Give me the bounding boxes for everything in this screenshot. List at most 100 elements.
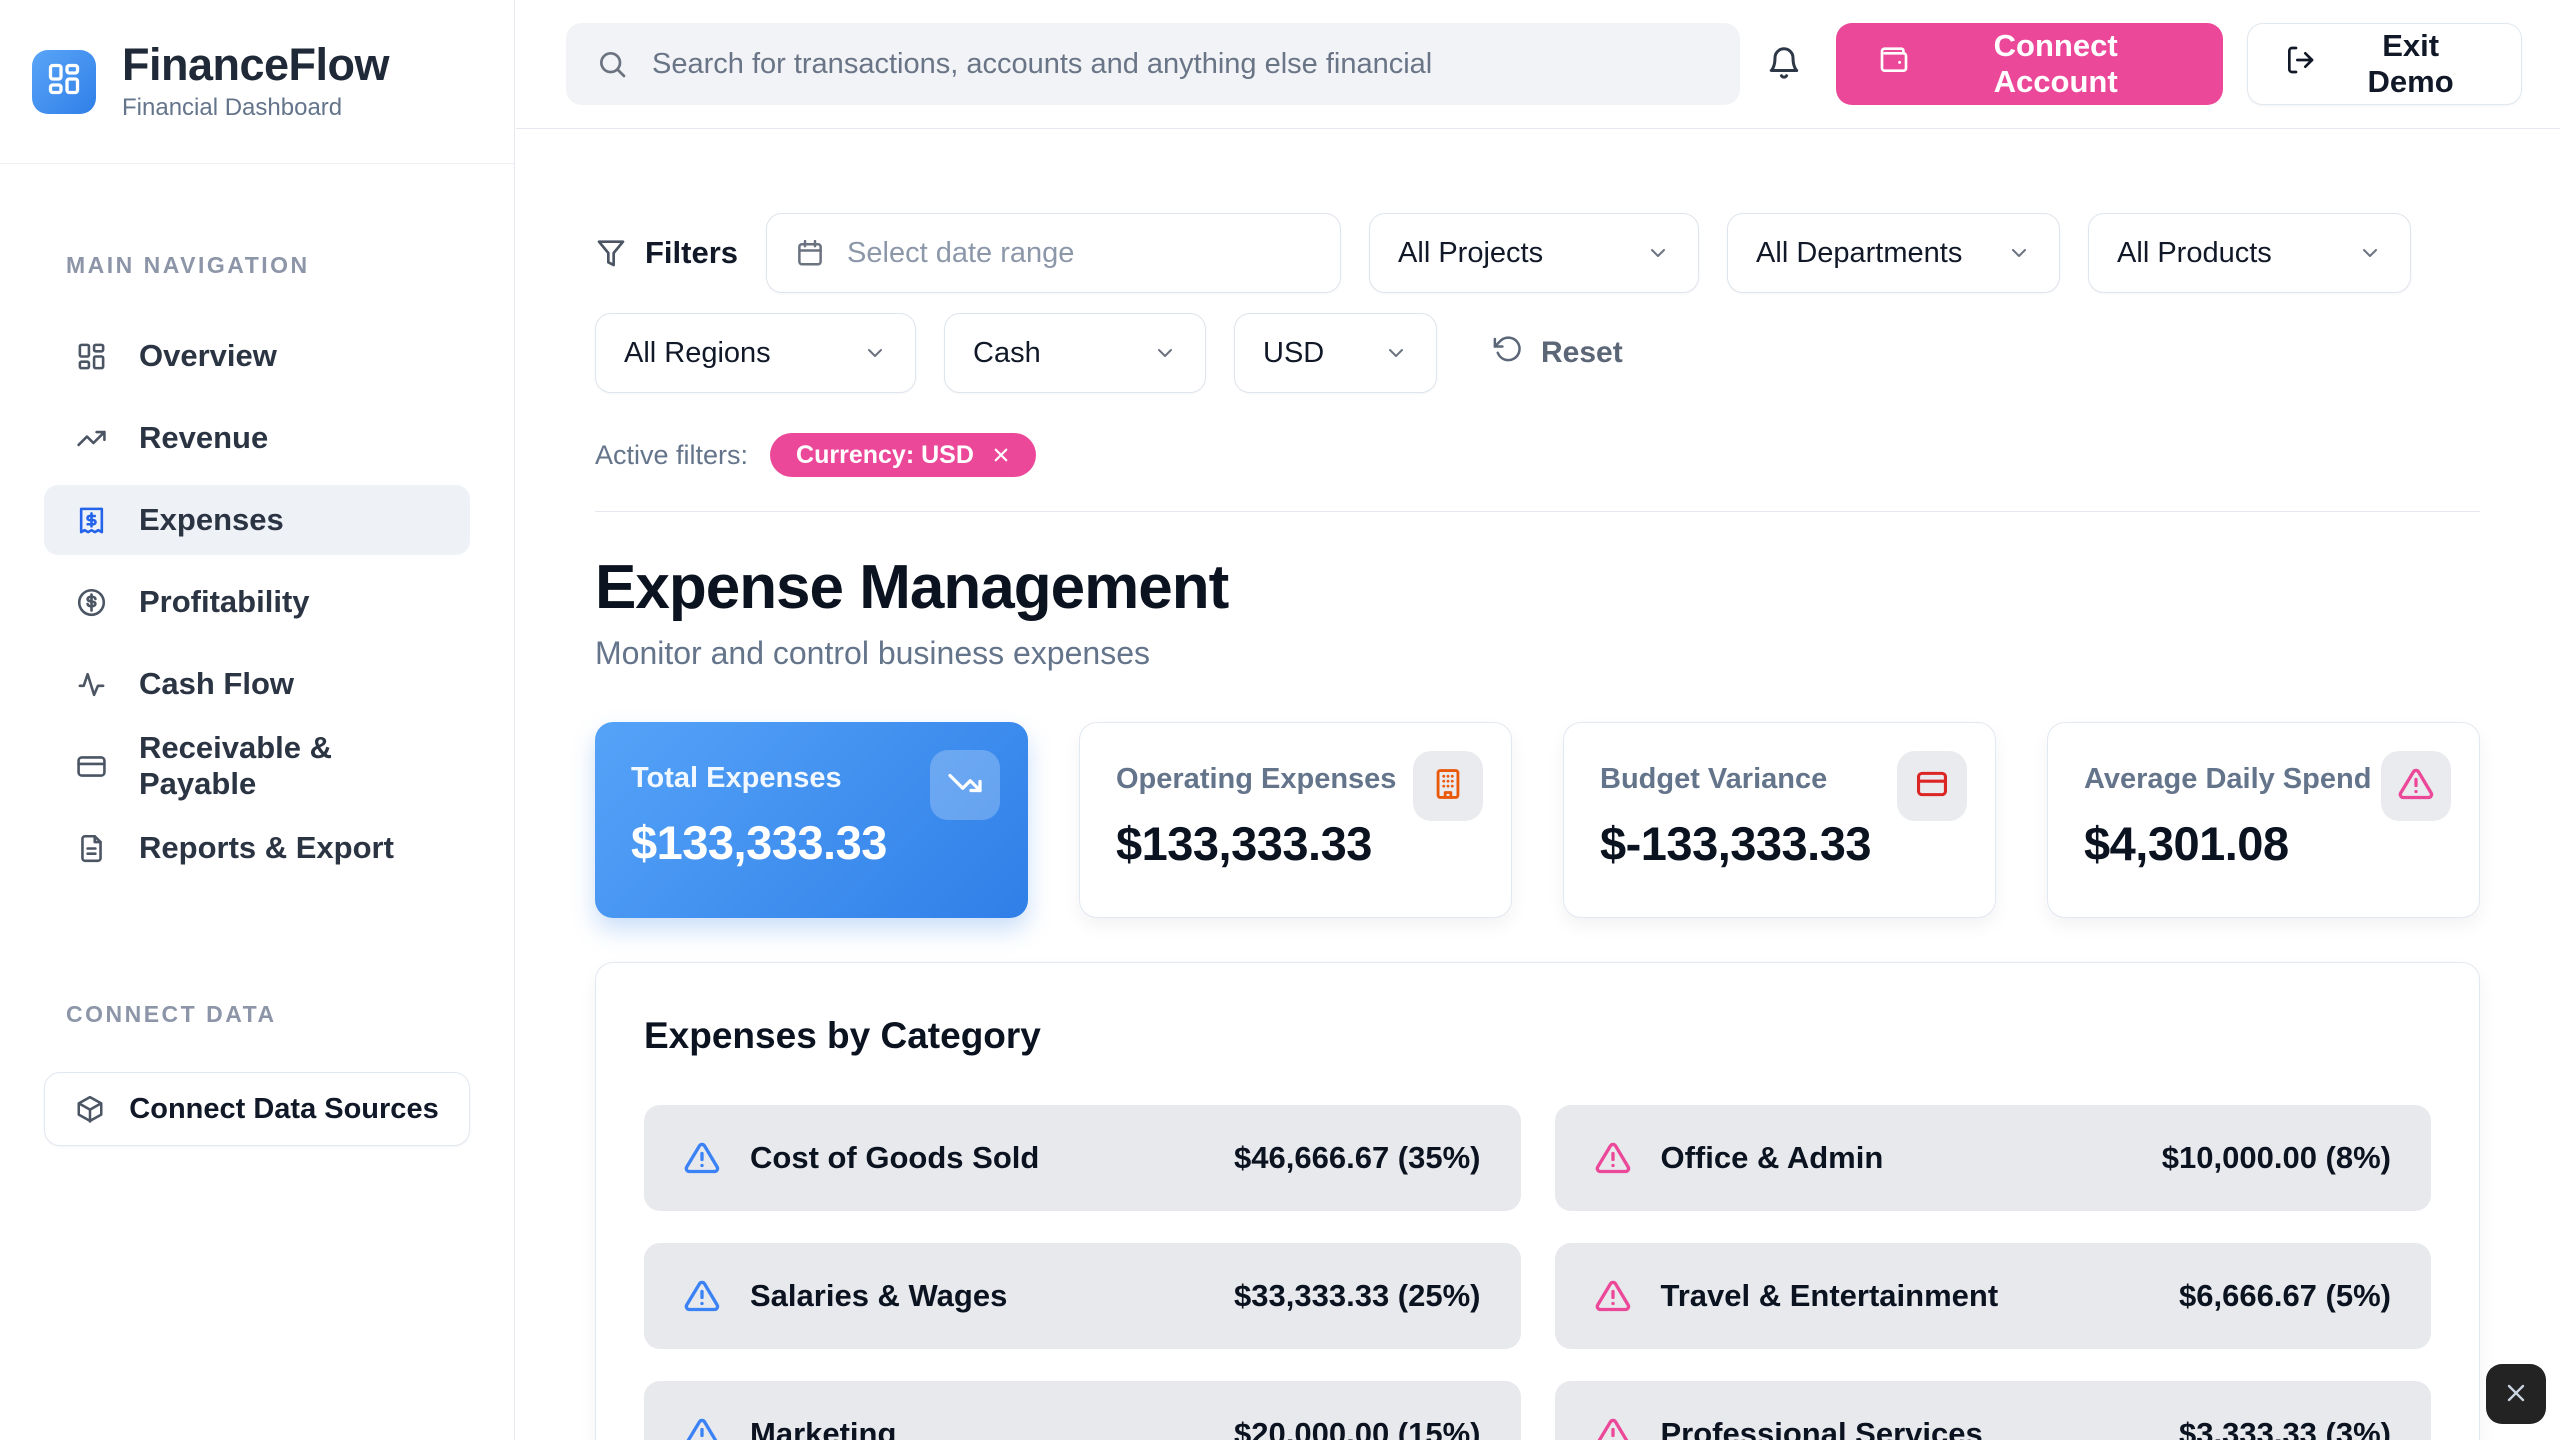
- stat-value: $4,301.08: [2084, 817, 2289, 870]
- payment-method-filter-value: Cash: [973, 336, 1041, 369]
- page-title: Expense Management: [595, 553, 1229, 622]
- departments-filter-select[interactable]: All Departments: [1727, 213, 2061, 293]
- category-name: Travel & Entertainment: [1660, 1278, 1999, 1313]
- connect-data-section: CONNECT DATA Connect Data Sources: [0, 1001, 514, 1146]
- stat-cards: Total Expenses $133,333.33 Operating Exp…: [595, 722, 2480, 918]
- currency-filter-select[interactable]: USD: [1234, 313, 1437, 393]
- stat-value: $133,333.33: [1116, 817, 1372, 870]
- date-range-field[interactable]: [766, 213, 1342, 293]
- products-filter-select[interactable]: All Products: [2088, 213, 2412, 293]
- projects-filter-select[interactable]: All Projects: [1369, 213, 1700, 293]
- connect-button-label: Connect Data Sources: [129, 1092, 439, 1125]
- close-icon: [2502, 1379, 2530, 1410]
- main-content: Filters All Projects All Departments All…: [516, 129, 2560, 1440]
- page-subtitle: Monitor and control business expenses: [595, 635, 1150, 671]
- sidebar-item-label: Cash Flow: [139, 666, 295, 701]
- trending-down-icon: [947, 765, 983, 806]
- category-name: Salaries & Wages: [750, 1278, 1008, 1313]
- category-name: Office & Admin: [1660, 1140, 1884, 1175]
- category-amount: $10,000.00 (8%): [2161, 1140, 2391, 1175]
- category-row-travel-entertainment: Travel & Entertainment $6,666.67 (5%): [1554, 1243, 2431, 1349]
- category-name: Professional Services: [1660, 1416, 1983, 1440]
- category-grid: Cost of Goods Sold $46,666.67 (35%) Offi…: [644, 1105, 2431, 1440]
- notifications-button[interactable]: [1766, 45, 1802, 84]
- trending-up-icon: [76, 423, 107, 454]
- connect-data-sources-button[interactable]: Connect Data Sources: [44, 1072, 470, 1146]
- sidebar-item-reports-export[interactable]: Reports & Export: [44, 813, 470, 883]
- receipt-icon: [76, 505, 107, 536]
- stat-icon-chip: [1897, 751, 1967, 821]
- connect-account-button[interactable]: Connect Account: [1836, 23, 2224, 105]
- category-section-title: Expenses by Category: [644, 1015, 1041, 1056]
- stat-label: Budget Variance: [1600, 763, 1828, 795]
- category-row-professional-services: Professional Services $3,333.33 (3%): [1554, 1381, 2431, 1440]
- date-range-input[interactable]: [847, 236, 1313, 270]
- brand-logo-badge: [32, 49, 96, 114]
- category-amount: $6,666.67 (5%): [2179, 1278, 2391, 1313]
- currency-filter-chip[interactable]: Currency: USD: [770, 433, 1036, 477]
- category-row-salaries-wages: Salaries & Wages $33,333.33 (25%): [644, 1243, 1521, 1349]
- circle-dollar-icon: [76, 587, 107, 618]
- calendar-icon: [795, 238, 825, 268]
- credit-card-icon: [76, 751, 107, 782]
- payment-method-filter-select[interactable]: Cash: [944, 313, 1206, 393]
- stat-icon-chip: [930, 750, 1000, 820]
- close-icon[interactable]: [992, 446, 1010, 464]
- category-amount: $33,333.33 (25%): [1234, 1278, 1481, 1313]
- chevron-down-icon: [2358, 241, 2382, 265]
- search-bar: [566, 23, 1741, 105]
- regions-filter-value: All Regions: [624, 336, 771, 369]
- sidebar-item-label: Reports & Export: [139, 830, 394, 865]
- category-row-office-admin: Office & Admin $10,000.00 (8%): [1554, 1105, 2431, 1211]
- sidebar-item-label: Overview: [139, 338, 277, 373]
- nav-section-label: MAIN NAVIGATION: [66, 252, 310, 278]
- credit-card-icon: [1915, 767, 1949, 806]
- alert-triangle-icon: [1595, 1278, 1631, 1314]
- chevron-down-icon: [2007, 241, 2031, 265]
- sidebar-item-cash-flow[interactable]: Cash Flow: [44, 649, 470, 719]
- products-filter-value: All Products: [2117, 236, 2272, 269]
- alert-triangle-icon: [1595, 1140, 1631, 1176]
- sidebar-item-label: Revenue: [139, 420, 269, 455]
- reset-filters-button[interactable]: Reset: [1493, 334, 1623, 372]
- active-filters-label: Active filters:: [595, 439, 749, 470]
- sidebar-item-revenue[interactable]: Revenue: [44, 403, 470, 473]
- category-amount: $46,666.67 (35%): [1234, 1140, 1481, 1175]
- search-input[interactable]: [652, 47, 1711, 81]
- category-name: Cost of Goods Sold: [750, 1140, 1040, 1175]
- currency-filter-value: USD: [1263, 336, 1325, 369]
- chip-label: Currency: USD: [796, 440, 974, 469]
- sidebar-item-expenses[interactable]: Expenses: [44, 485, 470, 555]
- regions-filter-select[interactable]: All Regions: [595, 313, 916, 393]
- sidebar-item-receivable-payable[interactable]: Receivable & Payable: [44, 730, 470, 801]
- main-navigation: MAIN NAVIGATION Overview Revenue Expense…: [0, 252, 514, 883]
- topbar: Connect Account Exit Demo: [516, 0, 2560, 129]
- log-out-icon: [2284, 44, 2316, 84]
- stat-icon-chip: [2381, 751, 2451, 821]
- sidebar-item-label: Profitability: [139, 584, 310, 619]
- category-row-cost-of-goods-sold: Cost of Goods Sold $46,666.67 (35%): [644, 1105, 1521, 1211]
- layout-dashboard-icon: [46, 61, 82, 102]
- activity-icon: [76, 669, 107, 700]
- alert-triangle-icon: [2398, 766, 2434, 807]
- alert-triangle-icon: [684, 1278, 720, 1314]
- brand-tagline: Financial Dashboard: [122, 94, 343, 122]
- funnel-icon: [595, 237, 627, 269]
- exit-demo-button[interactable]: Exit Demo: [2247, 23, 2522, 105]
- filters-row-1: Filters All Projects All Departments All…: [595, 213, 2480, 293]
- connect-section-label: CONNECT DATA: [66, 1001, 277, 1027]
- sidebar-item-label: Expenses: [139, 502, 284, 537]
- sidebar-item-overview[interactable]: Overview: [44, 321, 470, 391]
- dismiss-overlay-button[interactable]: [2486, 1364, 2546, 1424]
- category-name: Marketing: [750, 1416, 897, 1440]
- box-icon: [75, 1094, 105, 1124]
- wallet-icon: [1878, 44, 1910, 84]
- sidebar-item-label: Receivable & Payable: [139, 730, 332, 801]
- file-text-icon: [76, 833, 107, 864]
- section-divider: [595, 511, 2480, 512]
- layout-dashboard-icon: [76, 341, 107, 372]
- chevron-down-icon: [1646, 241, 1670, 265]
- stat-label: Average Daily Spend: [2084, 763, 2372, 795]
- sidebar-item-profitability[interactable]: Profitability: [44, 567, 470, 637]
- category-row-marketing: Marketing $20,000.00 (15%): [644, 1381, 1521, 1440]
